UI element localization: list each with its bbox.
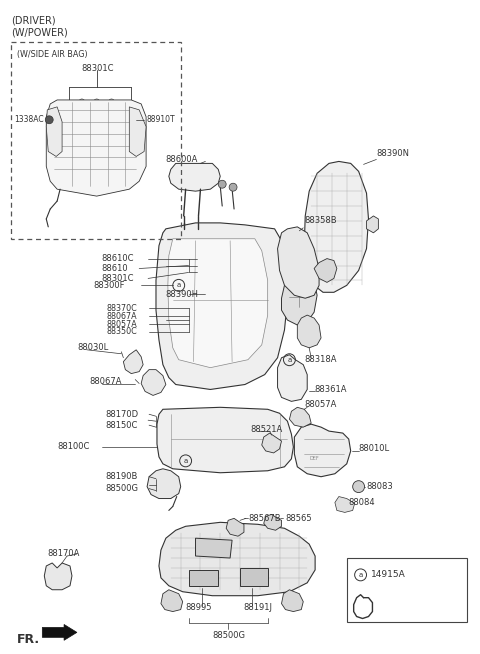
Polygon shape bbox=[295, 266, 309, 285]
Text: 88610C: 88610C bbox=[102, 254, 134, 263]
Text: 88057A: 88057A bbox=[107, 320, 137, 328]
Text: 88301C: 88301C bbox=[102, 274, 134, 283]
Text: 88350C: 88350C bbox=[107, 328, 137, 336]
Text: 88301C: 88301C bbox=[82, 63, 114, 73]
Text: 88500G: 88500G bbox=[106, 484, 139, 493]
Text: a: a bbox=[177, 283, 181, 288]
Text: 88100C: 88100C bbox=[57, 443, 89, 451]
Polygon shape bbox=[314, 258, 337, 283]
Polygon shape bbox=[46, 107, 62, 156]
Polygon shape bbox=[123, 350, 143, 373]
Text: 88067A: 88067A bbox=[90, 377, 122, 386]
Text: 88083: 88083 bbox=[367, 482, 393, 491]
Circle shape bbox=[94, 99, 100, 105]
Polygon shape bbox=[189, 570, 218, 586]
Text: 88370C: 88370C bbox=[107, 303, 137, 313]
Text: 88358B: 88358B bbox=[304, 216, 337, 226]
Polygon shape bbox=[46, 100, 146, 196]
Polygon shape bbox=[147, 469, 180, 498]
Polygon shape bbox=[289, 407, 311, 427]
Text: 88191J: 88191J bbox=[243, 603, 272, 612]
Polygon shape bbox=[156, 223, 288, 390]
Text: 88318A: 88318A bbox=[304, 355, 337, 364]
Polygon shape bbox=[240, 568, 268, 586]
Text: 88565: 88565 bbox=[286, 514, 312, 523]
Polygon shape bbox=[367, 216, 378, 233]
Polygon shape bbox=[161, 590, 183, 611]
Bar bbox=[11, 43, 180, 239]
Circle shape bbox=[353, 481, 364, 492]
Polygon shape bbox=[42, 625, 77, 640]
Text: 88300F: 88300F bbox=[94, 281, 125, 290]
Polygon shape bbox=[129, 107, 146, 156]
Circle shape bbox=[79, 99, 85, 105]
Polygon shape bbox=[168, 239, 268, 368]
Text: a: a bbox=[288, 356, 291, 363]
Polygon shape bbox=[304, 162, 369, 292]
Polygon shape bbox=[262, 433, 281, 453]
Text: a: a bbox=[183, 458, 188, 464]
Text: DEF: DEF bbox=[309, 456, 319, 461]
Text: 88190B: 88190B bbox=[106, 472, 138, 481]
Polygon shape bbox=[281, 590, 303, 611]
Text: 88067A: 88067A bbox=[107, 311, 137, 320]
Polygon shape bbox=[141, 370, 166, 396]
Text: 88390H: 88390H bbox=[166, 290, 199, 299]
Polygon shape bbox=[157, 407, 293, 473]
Polygon shape bbox=[297, 315, 321, 348]
Text: 88170D: 88170D bbox=[106, 410, 139, 419]
Text: 88910T: 88910T bbox=[146, 115, 175, 124]
Polygon shape bbox=[44, 563, 72, 590]
Text: 88084: 88084 bbox=[349, 498, 375, 507]
Text: 88500G: 88500G bbox=[212, 631, 245, 640]
Polygon shape bbox=[294, 424, 351, 477]
Text: (DRIVER): (DRIVER) bbox=[11, 16, 55, 26]
Text: 88521A: 88521A bbox=[250, 424, 282, 434]
Circle shape bbox=[229, 183, 237, 191]
Text: 88390N: 88390N bbox=[376, 149, 409, 158]
Circle shape bbox=[218, 181, 226, 188]
Text: FR.: FR. bbox=[17, 633, 40, 645]
Text: 88610: 88610 bbox=[102, 264, 128, 273]
Text: 88150C: 88150C bbox=[106, 421, 138, 430]
Text: (W/POWER): (W/POWER) bbox=[11, 27, 67, 37]
Polygon shape bbox=[281, 271, 317, 325]
Circle shape bbox=[108, 99, 114, 105]
Text: 88995: 88995 bbox=[186, 603, 212, 612]
Polygon shape bbox=[159, 523, 315, 596]
Text: 88030L: 88030L bbox=[77, 343, 108, 353]
Text: 14915A: 14915A bbox=[371, 570, 405, 579]
Text: 88170A: 88170A bbox=[47, 549, 80, 558]
Polygon shape bbox=[226, 519, 244, 536]
Text: 88567B: 88567B bbox=[248, 514, 280, 523]
Circle shape bbox=[45, 116, 53, 124]
Polygon shape bbox=[195, 538, 232, 558]
Polygon shape bbox=[264, 515, 281, 530]
Text: 88361A: 88361A bbox=[314, 385, 347, 394]
Polygon shape bbox=[335, 496, 355, 513]
Polygon shape bbox=[169, 164, 220, 191]
Bar bbox=[347, 558, 468, 623]
Text: 88057A: 88057A bbox=[304, 400, 336, 409]
Text: a: a bbox=[359, 572, 363, 578]
Text: 1338AC: 1338AC bbox=[14, 115, 44, 124]
Text: (W/SIDE AIR BAG): (W/SIDE AIR BAG) bbox=[17, 50, 87, 59]
Polygon shape bbox=[277, 227, 319, 298]
Text: 88010L: 88010L bbox=[359, 445, 390, 453]
Text: 88600A: 88600A bbox=[166, 155, 198, 164]
Polygon shape bbox=[277, 354, 307, 402]
